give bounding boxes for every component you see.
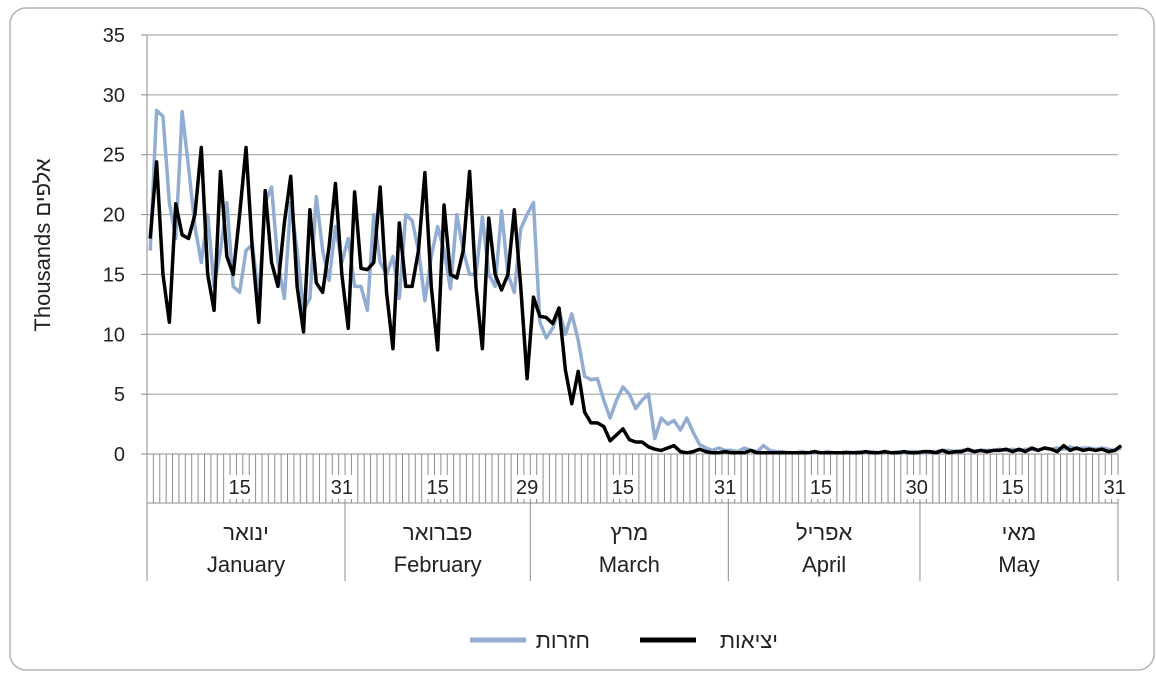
legend: חזרות יציאות xyxy=(470,628,778,653)
month-label-english: April xyxy=(802,552,846,577)
x-day-label: 30 xyxy=(906,477,928,499)
day-label-bg xyxy=(997,475,1028,499)
x-day-label: 31 xyxy=(1104,477,1126,499)
day-label-bg xyxy=(512,475,543,499)
legend-label: חזרות xyxy=(536,628,590,653)
legend-label: יציאות xyxy=(720,628,778,653)
x-axis-months: ינואר January פברואר February מרץ March אפריל A… xyxy=(146,502,1119,581)
y-tick-label: 5 xyxy=(114,384,125,406)
month-label-hebrew: מרץ xyxy=(610,520,648,545)
y-tick-label: 35 xyxy=(103,25,125,47)
day-label-bg xyxy=(710,475,741,499)
x-day-label: 15 xyxy=(427,477,449,499)
y-tick-label: 10 xyxy=(103,324,125,346)
x-axis-day-labels: 15 31 15 29 15 31 15 30 15 31 xyxy=(224,475,1130,499)
month-label-hebrew: אפריל xyxy=(796,520,853,545)
chart-border xyxy=(9,7,1155,671)
month-label-hebrew: פברואר xyxy=(403,520,473,545)
day-label-bg xyxy=(901,475,932,499)
month-label-english: February xyxy=(394,552,482,577)
x-day-label: 31 xyxy=(331,477,353,499)
day-label-bg xyxy=(607,475,638,499)
month-label-hebrew: מאי xyxy=(1002,520,1037,545)
day-label-bg xyxy=(1099,475,1130,499)
x-day-label: 15 xyxy=(1001,477,1023,499)
day-label-bg xyxy=(326,475,357,499)
y-tick-label: 20 xyxy=(103,205,125,227)
day-label-bg xyxy=(805,475,836,499)
y-tick-label: 15 xyxy=(103,264,125,286)
month-label-hebrew: ינואר xyxy=(223,520,269,545)
day-label-bg xyxy=(422,475,453,499)
y-axis: 0 5 10 15 20 25 30 35 xyxy=(103,25,148,466)
month-label-english: March xyxy=(599,552,660,577)
y-axis-label: Thousands אלפים xyxy=(30,158,55,331)
x-day-label: 29 xyxy=(516,477,538,499)
y-tick-label: 30 xyxy=(103,85,125,107)
x-day-label: 31 xyxy=(714,477,736,499)
x-day-label: 15 xyxy=(810,477,832,499)
month-label-english: January xyxy=(207,552,285,577)
day-label-bg xyxy=(224,475,255,499)
x-day-label: 15 xyxy=(612,477,634,499)
x-day-label: 15 xyxy=(229,477,251,499)
y-tick-label: 25 xyxy=(103,145,125,167)
y-tick-label: 0 xyxy=(114,444,125,466)
series-line-2 xyxy=(148,145,1123,455)
series-lines xyxy=(148,108,1123,455)
month-label-english: May xyxy=(998,552,1040,577)
